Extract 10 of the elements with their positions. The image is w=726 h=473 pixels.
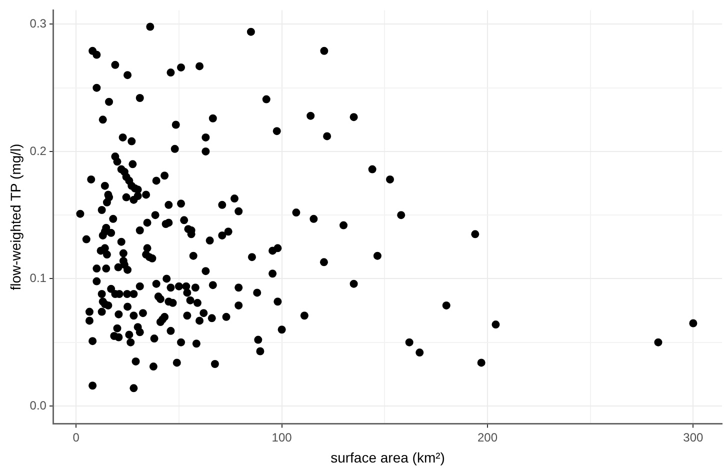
x-tick-label: 0 (72, 430, 80, 444)
x-tick-label: 300 (683, 430, 704, 444)
y-tick-label: 0.2 (30, 144, 47, 158)
y-tick-label: 0.3 (30, 16, 47, 31)
x-tick-label: 100 (272, 430, 292, 444)
x-tick-label: 200 (477, 430, 498, 444)
y-tick-label: 0.0 (30, 398, 47, 412)
y-tick-label: 0.1 (30, 271, 47, 286)
x-axis-title: surface area (km²) (330, 449, 445, 466)
y-axis-title: flow-weighted TP (mg/l) (7, 144, 24, 290)
